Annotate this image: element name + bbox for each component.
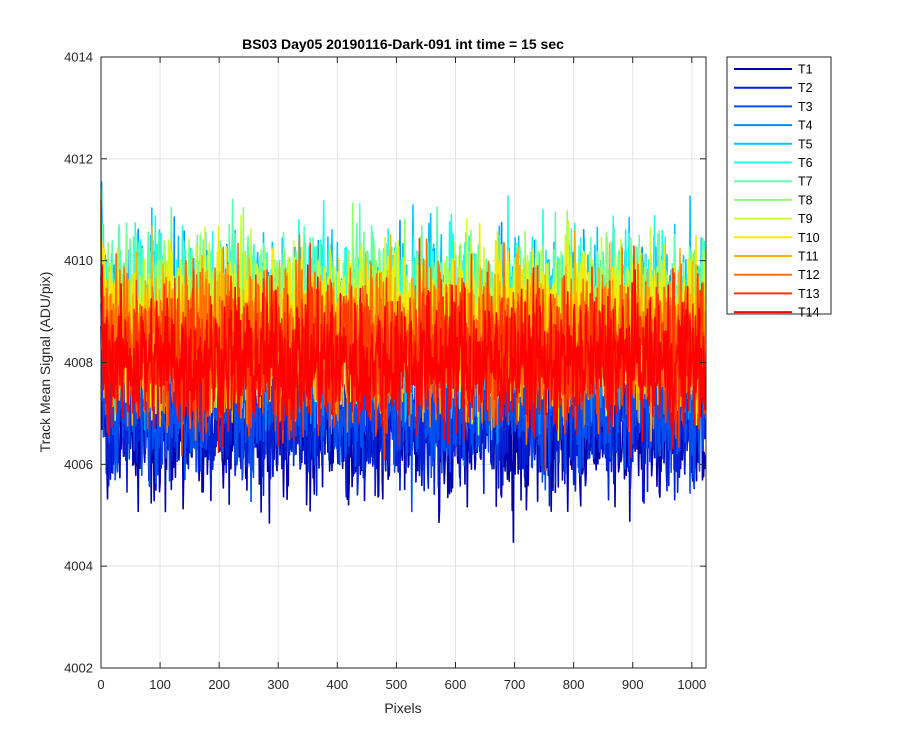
x-tick-label: 700 xyxy=(504,677,526,692)
y-tick-label: 4008 xyxy=(64,355,93,370)
axis-ticks: 0 100 200 300 400 500 600 700 800 900 1000 4002 4004… xyxy=(64,50,706,693)
legend-label-t5: T5 xyxy=(798,137,813,151)
y-axis-label: Track Mean Signal (ADU/pix) xyxy=(37,272,53,453)
y-tick-label: 4010 xyxy=(64,253,93,268)
x-tick-label: 1000 xyxy=(677,677,706,692)
legend-label-t13: T13 xyxy=(798,287,820,301)
legend-box xyxy=(726,56,832,315)
y-tick-label: 4002 xyxy=(64,661,93,676)
legend-label-t4: T4 xyxy=(798,119,813,133)
x-tick-label: 300 xyxy=(267,677,289,692)
legend-label-t7: T7 xyxy=(798,175,813,189)
x-tick-label: 900 xyxy=(622,677,644,692)
x-tick-label: 400 xyxy=(326,677,348,692)
x-tick-label: 200 xyxy=(208,677,230,692)
legend: T1 T2 T3 T4 T5 T6 T7 T8 T9 T10 T11 T12 T13 T14 xyxy=(726,56,832,320)
y-tick-label: 4004 xyxy=(64,559,93,574)
series-line-t3 xyxy=(100,298,707,513)
chart-title: BS03 Day05 20190116-Dark-091 int time = … xyxy=(242,36,564,52)
y-tick-label: 4012 xyxy=(64,151,93,166)
x-axis-label: Pixels xyxy=(384,700,421,716)
x-tick-label: 500 xyxy=(386,677,408,692)
x-tick-label: 100 xyxy=(149,677,171,692)
x-tick-label: 0 xyxy=(97,677,104,692)
series-line-t14 xyxy=(100,264,707,458)
legend-label-t10: T10 xyxy=(798,231,820,245)
legend-label-t3: T3 xyxy=(798,100,813,114)
x-tick-label: 600 xyxy=(445,677,467,692)
legend-label-t14: T14 xyxy=(798,306,820,320)
legend-label-t2: T2 xyxy=(798,81,813,95)
series-lines xyxy=(100,181,707,544)
legend-label-t12: T12 xyxy=(798,268,820,282)
legend-label-t6: T6 xyxy=(798,156,813,170)
legend-label-t1: T1 xyxy=(798,63,813,77)
y-tick-label: 4014 xyxy=(64,50,93,65)
x-tick-label: 800 xyxy=(563,677,585,692)
legend-label-t11: T11 xyxy=(798,250,819,264)
y-tick-label: 4006 xyxy=(64,457,93,472)
legend-label-t9: T9 xyxy=(798,212,813,226)
legend-label-t8: T8 xyxy=(798,193,813,207)
